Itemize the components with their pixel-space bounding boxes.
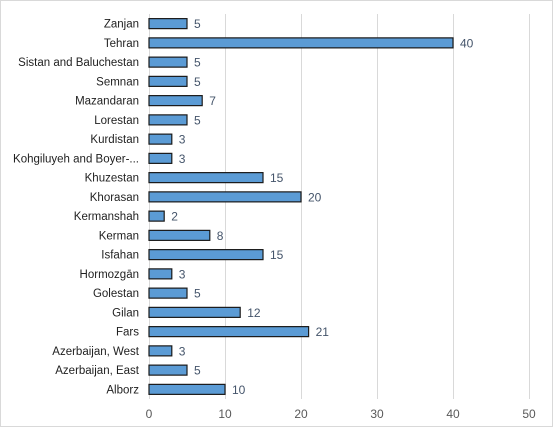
bar-sistan-and-baluchestan xyxy=(148,56,188,68)
data-label: 21 xyxy=(316,325,330,339)
category-label: Zanjan xyxy=(104,19,139,31)
x-tick-labels: 0 10 20 30 40 50 xyxy=(146,407,536,421)
bar-hormozg-n xyxy=(148,268,173,280)
data-label: 5 xyxy=(194,56,201,70)
bar-alborz xyxy=(148,383,226,395)
category-label: Gilan xyxy=(112,307,139,319)
x-tick-label: 20 xyxy=(294,407,308,421)
bar-gilan xyxy=(148,306,241,318)
data-label: 5 xyxy=(194,287,201,301)
data-label: 3 xyxy=(179,344,186,358)
data-label: 10 xyxy=(232,383,246,397)
bar-kurdistan xyxy=(148,133,173,145)
bar-azerbaijan-east xyxy=(148,364,188,376)
bar-khorasan xyxy=(148,191,302,203)
category-label: Kohgiluyeh and Boyer-... xyxy=(13,153,139,165)
bar-isfahan xyxy=(148,249,264,261)
category-label: Mazandaran xyxy=(75,96,139,108)
bar-zanjan xyxy=(148,18,188,30)
data-label: 5 xyxy=(194,364,201,378)
x-tick-label: 10 xyxy=(218,407,232,421)
bar-azerbaijan-west xyxy=(148,345,173,357)
x-tick-label: 50 xyxy=(522,407,536,421)
category-label: Khuzestan xyxy=(85,173,139,185)
bar-fars xyxy=(148,326,310,338)
data-label: 5 xyxy=(194,17,201,31)
bars xyxy=(148,18,454,395)
bar-tehran xyxy=(148,37,454,49)
category-label: Lorestan xyxy=(94,115,139,127)
data-label: 40 xyxy=(460,36,474,50)
category-label: Semnan xyxy=(96,76,139,88)
category-label: Alborz xyxy=(106,384,139,396)
category-label: Isfahan xyxy=(101,250,139,262)
data-label: 20 xyxy=(308,190,322,204)
data-label: 8 xyxy=(217,229,224,243)
category-labels: Zanjan Tehran Sistan and Baluchestan Semnan… xyxy=(13,19,140,397)
bar-lorestan xyxy=(148,114,188,126)
category-label: Kurdistan xyxy=(90,134,139,146)
data-label: 2 xyxy=(171,210,178,224)
bar-semnan xyxy=(148,75,188,87)
data-label: 3 xyxy=(179,133,186,147)
category-label: Tehran xyxy=(104,38,139,50)
data-label: 3 xyxy=(179,152,186,166)
category-label: Azerbaijan, East xyxy=(55,365,140,377)
bar-khuzestan xyxy=(148,172,264,184)
bar-golestan xyxy=(148,287,188,299)
bar-kermanshah xyxy=(148,210,165,222)
data-label: 5 xyxy=(194,75,201,89)
bar-kohgiluyeh-and-boyer xyxy=(148,152,173,164)
data-label: 7 xyxy=(209,94,216,108)
x-tick-label: 0 xyxy=(146,407,153,421)
category-label: Khorasan xyxy=(90,192,139,204)
category-label: Sistan and Baluchestan xyxy=(18,57,139,69)
data-label: 15 xyxy=(270,248,284,262)
data-label: 5 xyxy=(194,113,201,127)
data-label: 12 xyxy=(247,306,261,320)
bar-kerman xyxy=(148,229,211,241)
data-label: 3 xyxy=(179,267,186,281)
grid-lines xyxy=(149,14,530,399)
category-label: Kerman xyxy=(99,230,139,242)
category-label: Hormozgān xyxy=(80,269,139,281)
data-label: 15 xyxy=(270,171,284,185)
category-label: Kermanshah xyxy=(74,211,139,223)
x-tick-label: 30 xyxy=(370,407,384,421)
category-label: Azerbaijan, West xyxy=(52,346,140,358)
category-label: Golestan xyxy=(93,288,139,300)
bar-mazandaran xyxy=(148,95,203,107)
x-tick-label: 40 xyxy=(446,407,460,421)
category-label: Fars xyxy=(116,327,139,339)
